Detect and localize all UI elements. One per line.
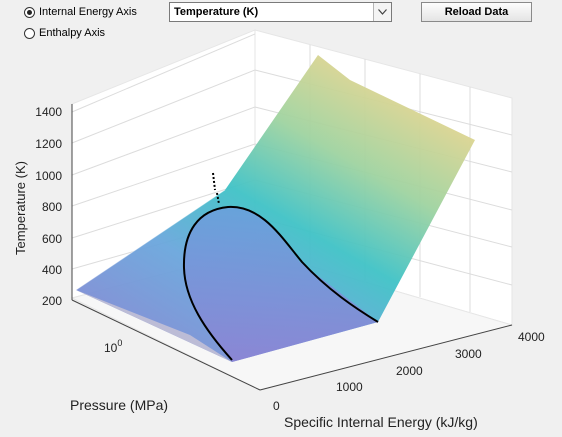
z-axis-label: Temperature (K)	[13, 161, 28, 255]
property-dropdown[interactable]: Temperature (K)	[169, 2, 392, 22]
saturation-dome-curve	[182, 172, 379, 361]
x-axis: 0 1000 2000 3000 4000	[259, 324, 545, 413]
z-tick-label: 400	[42, 263, 62, 277]
z-tick-label: 1400	[35, 105, 62, 119]
chevron-down-icon[interactable]	[373, 3, 391, 21]
z-axis: 1400 1200 1000 800 600 400 200	[35, 104, 73, 308]
radio-label: Internal Energy Axis	[39, 6, 137, 18]
radio-label: Enthalpy Axis	[39, 27, 106, 39]
z-tick-label: 200	[42, 294, 62, 308]
z-tick-label: 600	[42, 232, 62, 246]
y-axis-label: Pressure (MPa)	[70, 397, 168, 413]
z-tick-label: 1200	[35, 137, 62, 151]
radio-unselected-icon	[24, 27, 35, 39]
z-tick-label: 800	[42, 200, 62, 214]
x-tick-label: 0	[273, 399, 280, 413]
radio-enthalpy-axis[interactable]: Enthalpy Axis	[24, 27, 105, 39]
z-tick-label: 1000	[35, 169, 62, 183]
x-tick-label: 2000	[396, 364, 423, 378]
x-axis-label: Specific Internal Energy (kJ/kg)	[284, 414, 478, 430]
y-tick-label: 100	[104, 338, 122, 355]
x-tick-label: 1000	[336, 380, 363, 394]
x-tick-label: 3000	[455, 347, 482, 361]
temperature-surface	[75, 55, 475, 362]
y-axis: 100	[71, 299, 261, 391]
dropdown-value: Temperature (K)	[174, 6, 259, 18]
radio-internal-energy-axis[interactable]: Internal Energy Axis	[24, 6, 137, 18]
reload-data-button[interactable]: Reload Data	[421, 2, 532, 22]
x-tick-label: 4000	[518, 330, 545, 344]
radio-selected-icon	[24, 6, 35, 18]
